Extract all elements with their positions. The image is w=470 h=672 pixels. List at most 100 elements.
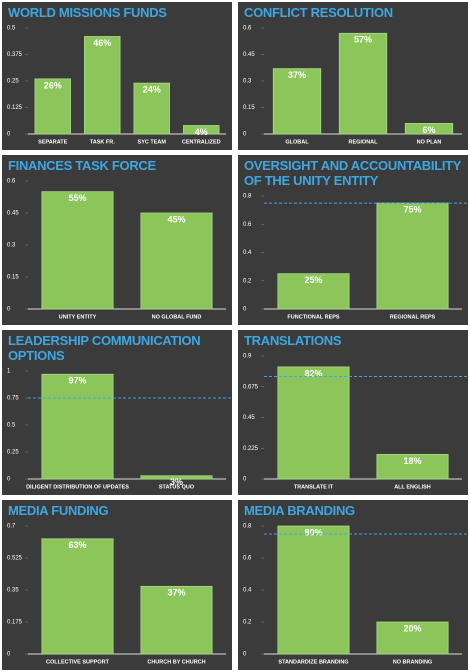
y-tick-label: 0.375 — [7, 52, 23, 58]
x-tick-label: NO BRANDING — [393, 659, 432, 665]
x-tick-label: NO GLOBAL FUND — [152, 314, 202, 320]
chart-title: TRANSLATIONS — [244, 333, 342, 348]
x-tick-label: TRANSLATE IT — [294, 484, 334, 490]
y-tick-label: 0.175 — [7, 620, 23, 626]
x-tick-label: ALL ENGLISH — [394, 484, 431, 490]
y-tick-label: 0.4 — [243, 588, 252, 594]
chart: 0 0.175 0.35 0.525 0.7 COLLECTIVE SUPPORT 63% C… — [7, 524, 226, 665]
y-tick-label: 0.3 — [243, 79, 252, 85]
y-tick-label: 0.6 — [243, 556, 252, 562]
value-label: 97% — [68, 376, 86, 386]
chart-panel: CONFLICT RESOLUTION 0 0.15 0.3 0.45 0.6 GLOBAL… — [238, 2, 468, 150]
value-label: 37% — [167, 588, 185, 598]
y-tick-label: 0.525 — [7, 556, 23, 562]
chart-title: FINANCES TASK FORCE — [8, 158, 156, 173]
value-label: 82% — [304, 368, 322, 378]
x-tick-label: TASK FR. — [90, 139, 115, 145]
bar — [140, 212, 213, 310]
chart-panel: FINANCES TASK FORCE 0 0.15 0.3 0.45 0.6 UNITY … — [2, 155, 232, 325]
chart-panel: WORLD MISSIONS FUNDS 0 0.125 0.25 0.375 0.5 SE… — [2, 2, 232, 150]
bar — [277, 525, 350, 655]
chart-panel: TRANSLATIONS 0 0.225 0.45 0.675 0.9 TRANSLATE … — [238, 330, 468, 495]
chart-title: CONFLICT RESOLUTION — [244, 5, 393, 20]
chart: 0 0.2 0.4 0.6 0.8 STANDARDIZE BRANDING 80% NO B… — [243, 524, 468, 665]
chart: 0 0.2 0.4 0.6 0.8 FUNCTIONAL REPS 25% REGIONAL … — [243, 194, 468, 320]
y-tick-label: 0.8 — [243, 194, 252, 200]
y-tick-label: 0.6 — [7, 179, 16, 185]
bar — [183, 125, 220, 135]
x-tick-label: STATUS QUO — [159, 484, 195, 490]
value-label: 37% — [288, 70, 306, 80]
x-tick-label: CHURCH BY CHURCH — [147, 659, 205, 665]
y-tick-label: 0 — [7, 307, 11, 313]
y-tick-label: 0 — [243, 307, 247, 313]
y-tick-label: 0.9 — [243, 354, 252, 360]
chart-title: WORLD MISSIONS FUNDS — [8, 5, 167, 20]
value-label: 46% — [93, 38, 111, 48]
x-tick-label: CENTRALIZED — [182, 139, 221, 145]
bar — [41, 191, 114, 310]
bar — [376, 202, 449, 310]
y-tick-label: 0 — [243, 132, 247, 138]
x-tick-label: UNITY ENTITY — [59, 314, 97, 320]
chart: 0 0.15 0.3 0.45 0.6 UNITY ENTITY 55% NO GLOBAL … — [7, 179, 226, 320]
chart-panel: LEADERSHIP COMMUNICATION OPTIONS 0 0.25 0.5… — [2, 330, 232, 495]
chart-panel: MEDIA BRANDING 0 0.2 0.4 0.6 0.8 STANDARDIZE B… — [238, 500, 468, 670]
y-tick-label: 0.35 — [7, 588, 19, 594]
y-tick-label: 0.5 — [7, 26, 16, 32]
y-tick-label: 0.2 — [243, 620, 252, 626]
bar — [404, 123, 454, 135]
value-label: 55% — [68, 193, 86, 203]
value-label: 18% — [403, 456, 421, 466]
y-tick-label: 0.8 — [243, 524, 252, 530]
x-tick-label: COLLECTIVE SUPPORT — [46, 659, 110, 665]
y-tick-label: 0.675 — [243, 384, 259, 390]
y-tick-label: 0.25 — [7, 450, 19, 456]
value-label: 26% — [44, 80, 62, 90]
bar — [277, 273, 350, 310]
bar — [272, 68, 322, 135]
bar — [277, 366, 350, 480]
value-label: 45% — [167, 214, 185, 224]
bar — [376, 454, 449, 480]
bar — [140, 475, 213, 480]
y-tick-label: 0.45 — [243, 52, 255, 58]
y-tick-label: 0 — [243, 652, 247, 658]
bar — [133, 82, 170, 135]
y-tick-label: 0.125 — [7, 105, 23, 111]
chart-panel: MEDIA FUNDING 0 0.175 0.35 0.525 0.7 COLLECTIV… — [2, 500, 232, 670]
value-label: 24% — [143, 84, 161, 94]
y-tick-label: 0 — [243, 477, 247, 483]
x-tick-label: SEPARATE — [38, 139, 67, 145]
y-tick-label: 0.45 — [243, 415, 255, 421]
value-label: 20% — [403, 623, 421, 633]
chart-panel: OVERSIGHT AND ACCOUNTABILITY OF THE UNIT… — [238, 155, 468, 325]
y-tick-label: 0 — [7, 652, 11, 658]
chart: 0 0.25 0.5 0.75 1 DILIGENT DISTRIBUTION OF UP… — [7, 369, 232, 490]
x-tick-label: SYC TEAM — [138, 139, 167, 145]
x-tick-label: DILIGENT DISTRIBUTION OF UPDATES — [26, 484, 129, 490]
x-tick-label: NO PLAN — [417, 139, 442, 145]
value-label: 75% — [403, 204, 421, 214]
y-tick-label: 0.15 — [7, 275, 19, 281]
y-tick-label: 0.7 — [7, 524, 16, 530]
bar — [34, 78, 71, 135]
x-tick-label: GLOBAL — [285, 139, 309, 145]
y-tick-label: 0.15 — [243, 105, 255, 111]
chart-title: MEDIA BRANDING — [244, 503, 355, 518]
y-tick-label: 0.25 — [7, 79, 19, 85]
value-label: 3% — [170, 477, 183, 487]
x-tick-label: STANDARDIZE BRANDING — [278, 659, 348, 665]
value-label: 25% — [304, 275, 322, 285]
chart-title: LEADERSHIP COMMUNICATION OPTIONS — [8, 333, 201, 363]
y-tick-label: 0.3 — [7, 243, 16, 249]
x-tick-label: REGIONAL — [348, 139, 378, 145]
y-tick-label: 0.6 — [243, 222, 252, 228]
y-tick-label: 0.6 — [243, 26, 252, 32]
bar — [84, 36, 121, 135]
chart-title: OVERSIGHT AND ACCOUNTABILITY OF THE UNIT… — [244, 158, 461, 188]
y-tick-label: 0.4 — [243, 250, 252, 256]
x-tick-label: FUNCTIONAL REPS — [287, 314, 339, 320]
bar — [376, 621, 449, 655]
